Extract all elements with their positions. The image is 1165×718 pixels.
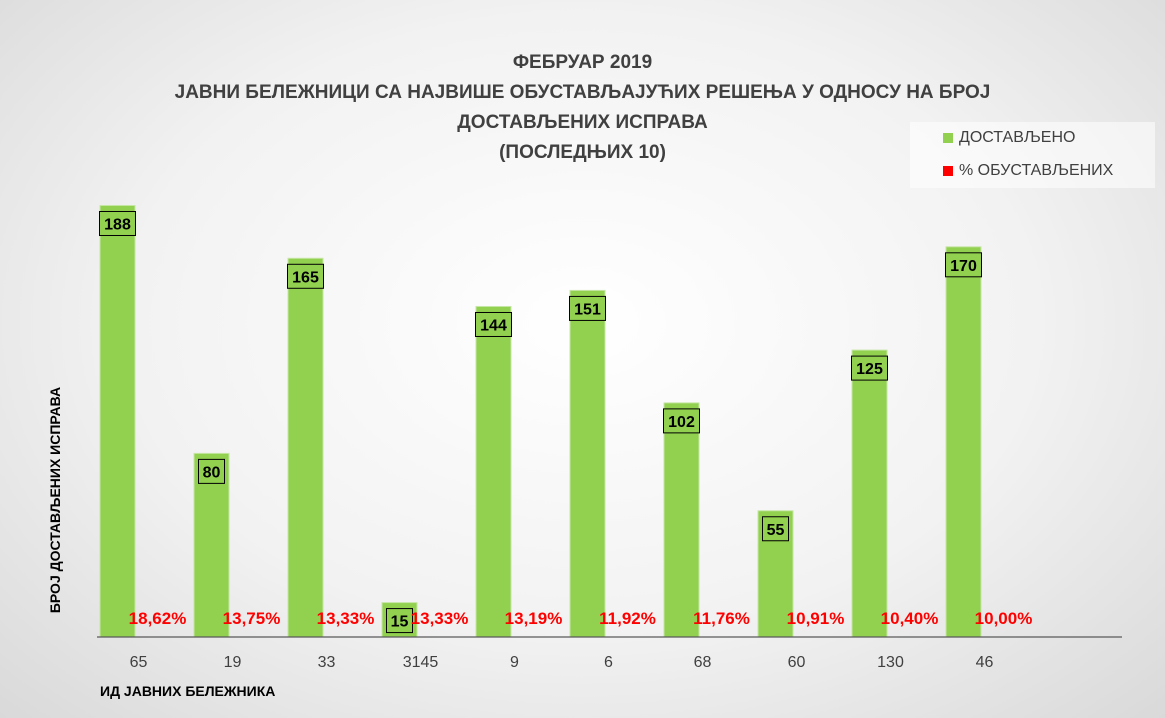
percent-label: 11,92% xyxy=(599,609,656,628)
bar xyxy=(569,289,606,638)
percent-label: 13,33% xyxy=(317,609,375,628)
x-tick-label: 6 xyxy=(604,654,613,671)
bar-value-label-box xyxy=(99,210,136,236)
percent-label: 10,00% xyxy=(975,609,1033,628)
percent-label: 13,75% xyxy=(223,609,281,628)
chart-title-line-2: ЈАВНИ БЕЛЕЖНИЦИ СА НАЈВИШЕ ОБУСТАВЉАЈУЋИ… xyxy=(174,82,991,103)
bar xyxy=(475,305,512,638)
bar xyxy=(851,349,888,638)
legend-label-suspended: % ОБУСТАВЉЕНИХ xyxy=(959,162,1114,179)
x-tick-label: 46 xyxy=(976,654,994,671)
bar-value-label-box xyxy=(475,311,512,337)
bar-value-label: 15 xyxy=(391,614,409,631)
legend: ДОСТАВЉЕНО % ОБУСТАВЉЕНИХ xyxy=(910,122,1155,188)
legend-swatch-suspended xyxy=(943,166,953,176)
percent-label: 10,91% xyxy=(787,609,845,628)
bar-value-label: 165 xyxy=(292,269,319,286)
bar xyxy=(99,204,136,638)
bar-value-label: 144 xyxy=(480,317,507,334)
percent-label: 13,19% xyxy=(505,609,563,628)
bar-value-label-box xyxy=(386,608,413,634)
bar-value-label: 125 xyxy=(856,361,883,378)
bar xyxy=(193,452,230,638)
bar-value-label-box xyxy=(663,408,700,434)
bar-value-label: 188 xyxy=(104,216,131,233)
percent-label: 11,76% xyxy=(693,609,750,628)
bar-value-label-box xyxy=(198,458,225,484)
chart-title-line-3: ДОСТАВЉЕНИХ ИСПРАВА xyxy=(457,112,708,133)
x-tick-label: 68 xyxy=(694,654,712,671)
x-tick-label: 130 xyxy=(877,654,904,671)
bar xyxy=(945,246,982,638)
legend-item-delivered: ДОСТАВЉЕНО xyxy=(943,129,1075,147)
percent-label: 13,33% xyxy=(411,609,469,628)
x-tick-label: 19 xyxy=(224,654,242,671)
bar xyxy=(663,402,700,638)
x-tick-label: 33 xyxy=(318,654,336,671)
bar-value-label: 80 xyxy=(203,464,221,481)
legend-label-delivered: ДОСТАВЉЕНО xyxy=(959,129,1076,146)
x-tick-label: 9 xyxy=(510,654,519,671)
percent-label: 10,40% xyxy=(881,609,939,628)
bar-value-label: 55 xyxy=(767,522,785,539)
percent-label: 18,62% xyxy=(129,609,187,628)
bar-value-label-box xyxy=(945,252,982,278)
bar-value-label-box xyxy=(851,355,888,381)
bar-value-label-box xyxy=(287,263,324,289)
bar-value-label: 102 xyxy=(668,414,695,431)
bar-value-label-box xyxy=(762,516,789,542)
chart-title-line-4: (ПОСЛЕДЊИХ 10) xyxy=(499,142,666,163)
bar-value-label: 170 xyxy=(950,258,977,275)
legend-swatch-delivered xyxy=(943,133,953,143)
x-tick-label: 3145 xyxy=(403,654,439,671)
bar xyxy=(287,257,324,638)
legend-item-suspended: % ОБУСТАВЉЕНИХ xyxy=(943,162,1113,180)
x-tick-label: 65 xyxy=(130,654,148,671)
chart-title-line-1: ФЕБРУАР 2019 xyxy=(512,52,653,73)
x-axis-label: ИД ЈАВНИХ БЕЛЕЖНИКА xyxy=(100,683,276,699)
bar-value-label: 151 xyxy=(574,301,601,318)
x-tick-label: 60 xyxy=(788,654,806,671)
bar-value-label-box xyxy=(569,295,606,321)
